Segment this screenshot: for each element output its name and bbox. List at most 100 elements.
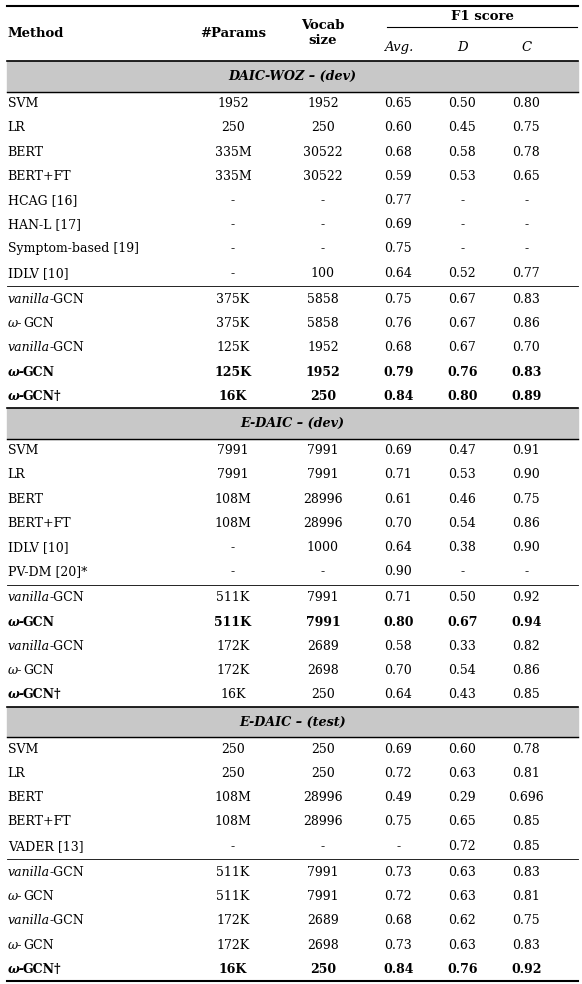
Text: 7991: 7991 — [306, 616, 340, 629]
Text: VADER [13]: VADER [13] — [8, 839, 83, 853]
Text: 0.65: 0.65 — [385, 97, 412, 110]
Text: C: C — [521, 41, 531, 54]
Text: 2698: 2698 — [307, 939, 339, 952]
Text: -: - — [231, 242, 235, 256]
Text: 7991: 7991 — [307, 444, 339, 458]
Text: 0.83: 0.83 — [512, 866, 540, 879]
Text: 250: 250 — [311, 768, 335, 780]
Text: -: - — [321, 839, 325, 853]
Text: E-DAIC – (dev): E-DAIC – (dev) — [240, 417, 345, 430]
Text: 335M: 335M — [215, 146, 251, 158]
Text: 0.73: 0.73 — [385, 866, 412, 879]
Text: 250: 250 — [221, 743, 245, 756]
Text: Vocab
size: Vocab size — [301, 20, 345, 47]
Text: -GCN: -GCN — [49, 866, 84, 879]
Text: 0.83: 0.83 — [511, 365, 541, 379]
Text: 172K: 172K — [217, 664, 250, 677]
Text: 0.71: 0.71 — [385, 468, 412, 481]
Text: 0.63: 0.63 — [448, 768, 476, 780]
Text: BERT+FT: BERT+FT — [8, 816, 71, 829]
Text: 0.70: 0.70 — [385, 664, 412, 677]
Text: ω-: ω- — [8, 939, 22, 952]
Text: BERT+FT: BERT+FT — [8, 170, 71, 183]
Text: 0.73: 0.73 — [385, 939, 412, 952]
Text: 0.65: 0.65 — [512, 170, 540, 183]
Text: 0.81: 0.81 — [512, 768, 540, 780]
Text: 0.68: 0.68 — [385, 146, 413, 158]
Text: -GCN: -GCN — [49, 293, 84, 306]
Text: 7991: 7991 — [307, 866, 339, 879]
Text: -: - — [231, 566, 235, 579]
Text: -: - — [321, 566, 325, 579]
Text: 0.53: 0.53 — [448, 468, 476, 481]
Text: 125K: 125K — [214, 365, 251, 379]
Text: 0.59: 0.59 — [385, 170, 412, 183]
Text: 0.86: 0.86 — [512, 317, 540, 330]
Bar — [6, 408, 579, 439]
Text: LR: LR — [8, 121, 26, 135]
Text: 0.46: 0.46 — [448, 493, 476, 506]
Text: 0.72: 0.72 — [385, 768, 412, 780]
Text: 0.92: 0.92 — [512, 591, 540, 604]
Text: 0.90: 0.90 — [385, 566, 412, 579]
Text: -GCN: -GCN — [49, 341, 84, 354]
Text: LR: LR — [8, 768, 26, 780]
Text: PV-DM [20]*: PV-DM [20]* — [8, 566, 87, 579]
Text: 250: 250 — [221, 768, 245, 780]
Text: 172K: 172K — [217, 640, 250, 653]
Text: 0.50: 0.50 — [448, 591, 476, 604]
Text: 7991: 7991 — [217, 444, 249, 458]
Text: HAN-L [17]: HAN-L [17] — [8, 218, 81, 231]
Text: 1000: 1000 — [307, 541, 339, 554]
Text: #Params: #Params — [200, 27, 266, 40]
Text: IDLV [10]: IDLV [10] — [8, 541, 68, 554]
Text: 0.69: 0.69 — [385, 743, 412, 756]
Text: 172K: 172K — [217, 939, 250, 952]
Text: 0.64: 0.64 — [385, 689, 413, 702]
Text: 0.75: 0.75 — [512, 121, 540, 135]
Text: 0.83: 0.83 — [512, 939, 540, 952]
Text: -: - — [524, 242, 528, 256]
Text: 0.90: 0.90 — [512, 468, 540, 481]
Text: DAIC-WOZ – (dev): DAIC-WOZ – (dev) — [229, 70, 356, 83]
Text: ω-: ω- — [8, 664, 22, 677]
Text: GCN: GCN — [23, 317, 54, 330]
Text: 0.80: 0.80 — [512, 97, 540, 110]
Text: 0.64: 0.64 — [385, 541, 413, 554]
Text: -: - — [460, 566, 464, 579]
Text: -: - — [321, 242, 325, 256]
Text: HCAG [16]: HCAG [16] — [8, 194, 77, 207]
Text: 250: 250 — [221, 121, 245, 135]
Text: ω-: ω- — [8, 390, 25, 402]
Text: 0.47: 0.47 — [448, 444, 476, 458]
Text: BERT: BERT — [8, 791, 44, 804]
Text: -: - — [460, 218, 464, 231]
Text: 0.75: 0.75 — [385, 816, 412, 829]
Text: -GCN: -GCN — [49, 591, 84, 604]
Text: 0.58: 0.58 — [385, 640, 412, 653]
Bar — [6, 707, 579, 737]
Text: -: - — [524, 566, 528, 579]
Text: 30522: 30522 — [303, 146, 343, 158]
Text: 0.67: 0.67 — [448, 293, 476, 306]
Text: 16K: 16K — [219, 962, 247, 976]
Text: 7991: 7991 — [217, 468, 249, 481]
Text: 108M: 108M — [215, 791, 251, 804]
Text: vanilla: vanilla — [8, 640, 50, 653]
Text: 0.69: 0.69 — [385, 218, 412, 231]
Text: Symptom-based [19]: Symptom-based [19] — [8, 242, 139, 256]
Text: 0.49: 0.49 — [385, 791, 412, 804]
Text: 0.60: 0.60 — [448, 743, 476, 756]
Text: 0.67: 0.67 — [447, 616, 477, 629]
Text: 511K: 511K — [217, 891, 250, 903]
Text: -: - — [321, 194, 325, 207]
Text: 108M: 108M — [215, 517, 251, 529]
Text: SVM: SVM — [8, 743, 38, 756]
Text: ω-: ω- — [8, 616, 25, 629]
Text: 250: 250 — [311, 743, 335, 756]
Text: GCN: GCN — [23, 664, 54, 677]
Text: 7991: 7991 — [307, 891, 339, 903]
Text: -: - — [231, 541, 235, 554]
Text: 0.38: 0.38 — [448, 541, 476, 554]
Text: 0.60: 0.60 — [385, 121, 413, 135]
